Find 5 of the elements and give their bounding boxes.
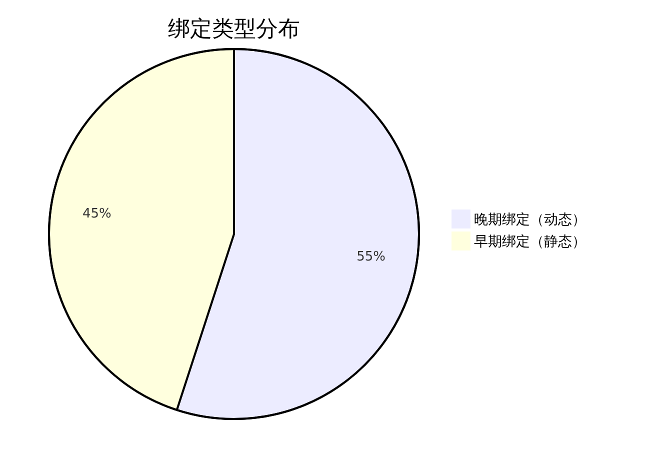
legend-label: 晚期绑定（动态）: [474, 212, 586, 228]
data-label: 55%: [356, 250, 386, 265]
data-label: 45%: [82, 206, 112, 222]
chart-title: 绑定类型分布: [168, 17, 300, 42]
legend-label: 早期绑定（静态）: [474, 234, 586, 250]
